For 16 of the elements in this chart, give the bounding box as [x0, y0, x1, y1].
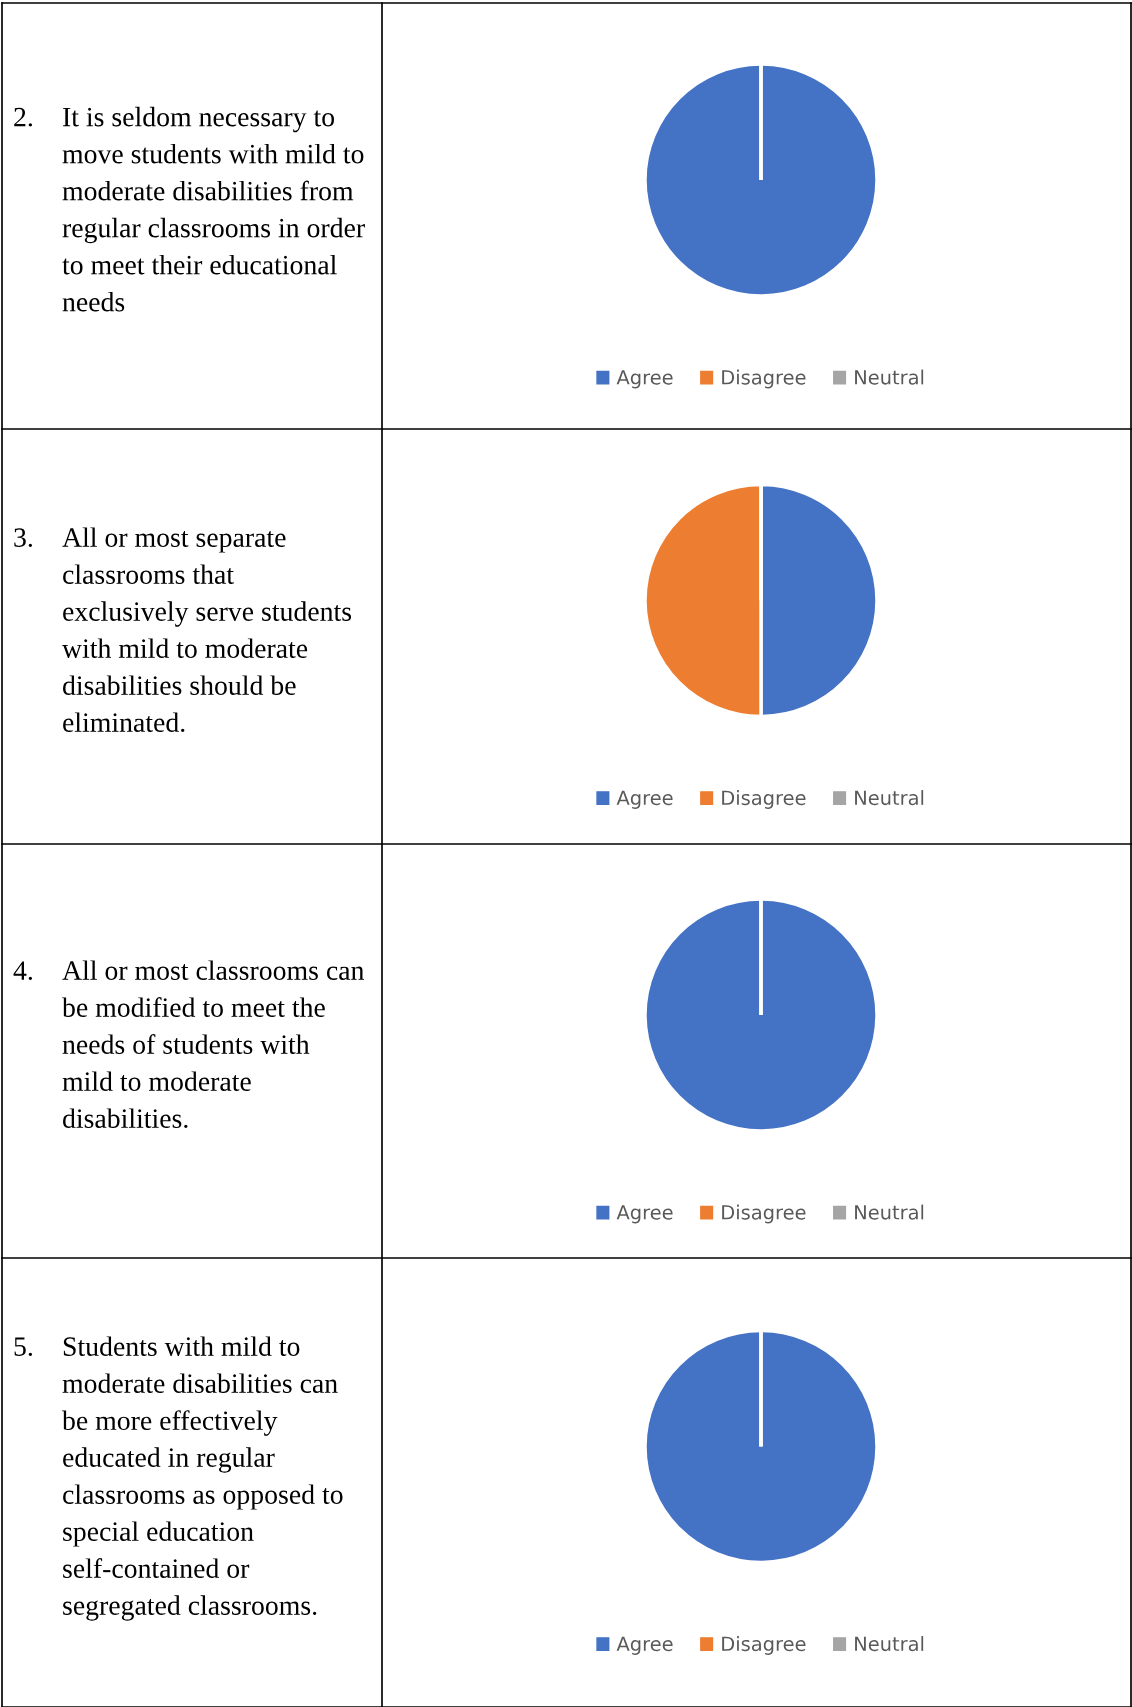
- legend-label: Agree: [616, 370, 673, 389]
- legend-label: Disagree: [722, 790, 806, 809]
- text: 4. All or most classrooms can be modified to meet the needs of students with mild to moderate disabilities.: [13, 960, 364, 1129]
- legend-label: Disagree: [722, 1636, 806, 1655]
- legend-label: Agree: [616, 790, 673, 809]
- legend-label: Disagree: [722, 369, 806, 389]
- legend-label: Neutral: [855, 369, 924, 385]
- legend-label: Disagree: [722, 1204, 806, 1224]
- legend-label: Agree: [616, 1636, 673, 1655]
- legend-label: Agree: [616, 1205, 673, 1224]
- legend-label: Neutral: [855, 790, 924, 806]
- chart-title: 5. Students with mild to moderate disabilities can be more effectively educated in regular classrooms as opposed to special education self-contained or segregated classrooms.: [14, 1336, 343, 1621]
- legend-label: Neutral: [855, 1636, 924, 1652]
- legend-label: Neutral: [855, 1204, 924, 1220]
- text: 2. It is seldom necessary to move students with mild to moderate disabilities from regular classrooms in order to meet their educational needs: [14, 106, 365, 312]
- text: 3. All or most separate classrooms that exclusively serve students with mild to moderate disabilities should be eliminated.: [14, 527, 352, 733]
